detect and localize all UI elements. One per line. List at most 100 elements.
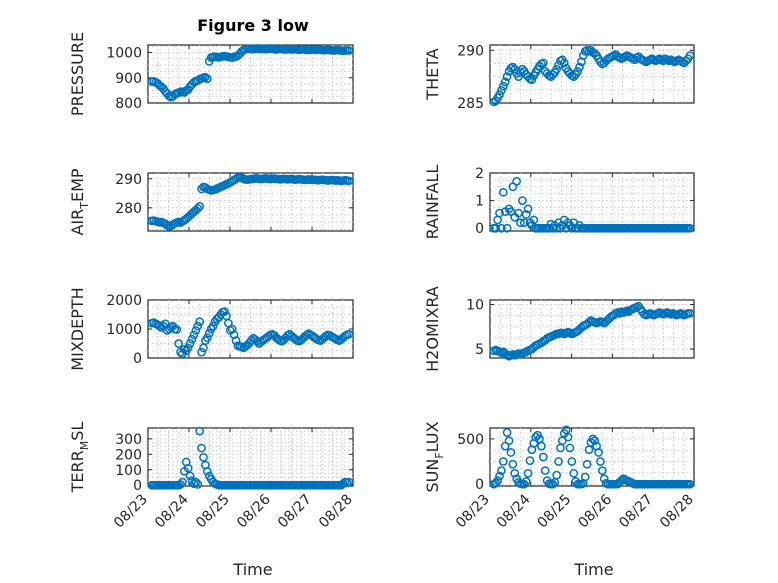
series-markers <box>147 172 354 231</box>
y-tick-label: 280 <box>115 201 142 217</box>
data-point <box>344 477 354 487</box>
data-point <box>552 64 561 74</box>
series-markers <box>489 425 695 489</box>
y-tick-label: 2000 <box>106 293 142 309</box>
data-point <box>514 72 523 81</box>
data-point <box>191 326 201 335</box>
data-point <box>516 218 525 228</box>
data-point <box>191 477 201 487</box>
data-point <box>508 459 518 469</box>
data-point <box>176 480 185 489</box>
data-point <box>344 46 354 55</box>
data-point <box>596 57 605 67</box>
x-tick-label: 08/24 <box>152 491 192 531</box>
data-point <box>615 309 624 318</box>
y-axis-label: AIRTEMP <box>68 168 91 235</box>
data-point <box>565 443 575 453</box>
data-point <box>521 477 531 486</box>
series-markers <box>147 426 354 490</box>
data-point <box>344 329 354 339</box>
x-tick-label: 08/28 <box>657 492 697 532</box>
y-tick-label: 0 <box>133 478 142 494</box>
x-tick-label: 08/26 <box>575 491 615 531</box>
data-point <box>229 330 239 340</box>
data-point <box>204 329 214 338</box>
y-tick-label: 0 <box>133 351 142 367</box>
data-point <box>178 477 187 487</box>
x-tick-label: 08/23 <box>453 492 493 532</box>
data-point <box>495 471 504 481</box>
data-point <box>208 321 218 331</box>
data-point <box>493 476 502 485</box>
data-point <box>510 468 520 478</box>
x-axis-label-right: Time <box>573 560 613 579</box>
subplot-rainfall: 0 1 2 RAINFALL <box>423 165 695 239</box>
data-point <box>538 452 548 462</box>
y-tick-label: 800 <box>115 96 142 112</box>
x-tick-label: 08/28 <box>316 492 356 532</box>
data-point <box>185 471 195 481</box>
data-point <box>189 330 199 340</box>
data-point <box>502 72 512 81</box>
y-tick-label: 1000 <box>106 46 142 62</box>
data-point <box>231 336 241 345</box>
x-tick-label: 08/27 <box>275 492 315 532</box>
data-point <box>220 307 229 316</box>
data-point <box>523 468 533 478</box>
data-point <box>183 463 193 473</box>
x-tick-label: 08/25 <box>193 492 233 532</box>
data-point <box>498 81 508 91</box>
data-point <box>567 223 577 233</box>
data-point <box>540 466 550 475</box>
x-tick-label: 08/23 <box>111 492 151 532</box>
y-tick-label: 200 <box>115 447 142 463</box>
y-tick-label: 285 <box>457 96 484 112</box>
data-point <box>502 428 512 437</box>
data-point <box>588 434 598 444</box>
data-point <box>491 223 501 233</box>
data-point <box>187 334 197 344</box>
y-tick-label: 290 <box>115 172 142 188</box>
y-tick-label: 10 <box>466 297 484 313</box>
data-point <box>193 480 203 489</box>
data-point <box>246 336 256 345</box>
data-point <box>573 67 582 76</box>
data-point <box>519 218 529 228</box>
data-point <box>500 77 510 87</box>
data-point <box>202 333 212 343</box>
data-point <box>195 317 205 327</box>
data-point <box>252 336 262 346</box>
data-point <box>521 210 531 219</box>
data-point <box>525 456 535 465</box>
data-point <box>495 90 504 99</box>
data-point <box>193 204 203 213</box>
data-point <box>344 176 354 186</box>
data-point <box>202 466 212 476</box>
subplot-theta: 285 290 THETA <box>423 43 695 112</box>
data-point <box>527 75 537 85</box>
y-tick-label: 900 <box>115 71 142 87</box>
data-point <box>195 426 205 436</box>
data-point <box>685 479 695 489</box>
y-axis-label: MIXDEPTH <box>68 287 87 370</box>
x-tick-label: 08/27 <box>616 492 656 532</box>
y-tick-label: 1000 <box>106 322 142 338</box>
y-axis-label: H2OMIXRA <box>423 286 442 372</box>
data-point <box>197 347 206 357</box>
data-point <box>497 85 506 95</box>
series-markers <box>489 301 695 361</box>
data-point <box>193 321 203 331</box>
data-point <box>172 325 182 334</box>
x-axis-label-left: Time <box>232 560 272 579</box>
data-point <box>580 472 590 482</box>
data-point <box>575 62 584 72</box>
data-point <box>497 466 506 475</box>
data-point <box>202 74 212 84</box>
y-tick-label: 1 <box>475 194 484 210</box>
y-axis-label: SUNFLUX <box>423 421 446 492</box>
y-axis-label: THETA <box>423 48 442 100</box>
data-point <box>552 470 561 480</box>
data-point <box>504 436 514 446</box>
